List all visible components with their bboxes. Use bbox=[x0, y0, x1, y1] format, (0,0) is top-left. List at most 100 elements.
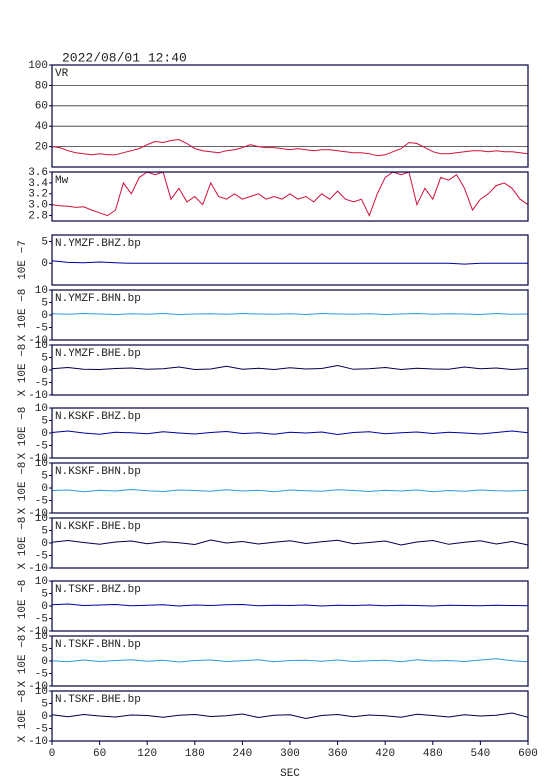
y-axis-label: X 10E −8 bbox=[17, 344, 29, 397]
panel-frame bbox=[51, 580, 529, 632]
panel-frame bbox=[51, 344, 529, 396]
x-tick-label: 300 bbox=[280, 748, 300, 760]
x-tick-label: 360 bbox=[328, 748, 348, 760]
trace bbox=[51, 712, 529, 720]
y-tick-label: 10 bbox=[35, 403, 48, 415]
y-tick-label: 5 bbox=[41, 297, 48, 309]
y-tick-label: 10 bbox=[35, 686, 48, 698]
y-tick-label: 0 bbox=[41, 711, 48, 723]
y-tick-label: -5 bbox=[35, 723, 48, 735]
y-tick-label: 0 bbox=[41, 483, 48, 495]
y-tick-label: 0 bbox=[41, 365, 48, 377]
trace-name: N.YMZF.BHZ.bp bbox=[55, 238, 141, 250]
y-tick-label: -10 bbox=[28, 626, 48, 638]
y-tick-label: 5 bbox=[41, 415, 48, 427]
y-tick-label: -10 bbox=[28, 508, 48, 520]
y-tick-label: -5 bbox=[35, 377, 48, 389]
y-tick-label: 2.8 bbox=[28, 210, 48, 222]
y-tick-label: 100 bbox=[28, 60, 48, 72]
trace-name: Mw bbox=[55, 175, 69, 187]
y-tick-label: -10 bbox=[28, 563, 48, 575]
y-tick-label: 3.0 bbox=[28, 200, 48, 212]
trace-name: N.KSKF.BHE.bp bbox=[55, 521, 141, 533]
panel-frame bbox=[51, 289, 529, 341]
trace bbox=[51, 430, 529, 436]
x-tick-label: 420 bbox=[375, 748, 395, 760]
y-tick-label: 3.4 bbox=[28, 178, 48, 190]
y-tick-label: 10 bbox=[35, 631, 48, 643]
y-tick-label: 10 bbox=[35, 576, 48, 588]
y-tick-label: -5 bbox=[35, 322, 48, 334]
y-axis-label: X 10E −8 bbox=[17, 690, 29, 743]
x-tick-label: 600 bbox=[518, 748, 538, 760]
trace-name: N.YMZF.BHE.bp bbox=[55, 348, 141, 360]
y-tick-label: -10 bbox=[28, 453, 48, 465]
trace bbox=[51, 658, 529, 663]
y-tick-label: 0 bbox=[41, 601, 48, 613]
trace-name: N.KSKF.BHN.bp bbox=[55, 466, 141, 478]
x-axis-label: SEC bbox=[280, 768, 300, 780]
y-tick-label: 3.6 bbox=[28, 167, 48, 179]
y-tick-label: 10 bbox=[35, 458, 48, 470]
y-tick-label: 5 bbox=[41, 352, 48, 364]
x-tick-label: 0 bbox=[49, 748, 56, 760]
y-axis-label: X 10E −8 bbox=[17, 407, 29, 460]
trace bbox=[51, 171, 529, 217]
y-tick-label: 5 bbox=[41, 470, 48, 482]
y-axis-label: X 10E −8 bbox=[17, 517, 29, 570]
panel-frame bbox=[51, 635, 529, 687]
x-tick-label: 480 bbox=[423, 748, 443, 760]
panel-frame bbox=[51, 234, 529, 286]
y-tick-label: 10 bbox=[35, 513, 48, 525]
y-tick-label: 20 bbox=[35, 142, 48, 154]
y-tick-label: 5 bbox=[41, 236, 48, 248]
trace-name: N.TSKF.BHE.bp bbox=[55, 694, 141, 706]
x-tick-label: 540 bbox=[470, 748, 490, 760]
trace-name: N.YMZF.BHN.bp bbox=[55, 293, 141, 305]
y-axis-label: 10E −7 bbox=[17, 240, 29, 280]
chart-title: 2022/08/01 12:40 bbox=[62, 50, 187, 65]
y-tick-label: 0 bbox=[41, 656, 48, 668]
y-tick-label: 0 bbox=[41, 258, 48, 270]
trace bbox=[51, 312, 529, 316]
panel-frame bbox=[51, 517, 529, 569]
y-tick-label: 60 bbox=[35, 101, 48, 113]
x-tick-label: 60 bbox=[93, 748, 106, 760]
y-axis-label: X 10E −8 bbox=[17, 289, 29, 342]
y-tick-label: 3.2 bbox=[28, 189, 48, 201]
trace-name: N.KSKF.BHZ.bp bbox=[55, 411, 141, 423]
y-tick-label: -5 bbox=[35, 668, 48, 680]
panel-frame bbox=[51, 462, 529, 514]
y-axis-label: X 10E −8 bbox=[17, 635, 29, 688]
y-tick-label: 5 bbox=[41, 588, 48, 600]
y-tick-label: 5 bbox=[41, 698, 48, 710]
trace bbox=[51, 539, 529, 546]
y-tick-label: 5 bbox=[41, 643, 48, 655]
trace bbox=[51, 260, 528, 265]
y-tick-label: -10 bbox=[28, 736, 48, 748]
trace bbox=[51, 488, 529, 493]
x-tick-label: 180 bbox=[185, 748, 205, 760]
y-tick-label: -5 bbox=[35, 495, 48, 507]
y-tick-label: 5 bbox=[41, 525, 48, 537]
y-tick-label: -10 bbox=[28, 390, 48, 402]
y-axis-label: X 10E −8 bbox=[17, 462, 29, 515]
y-tick-label: 0 bbox=[41, 538, 48, 550]
panel-frame bbox=[51, 171, 529, 222]
y-tick-label: -5 bbox=[35, 550, 48, 562]
y-tick-label: 80 bbox=[35, 80, 48, 92]
y-tick-label: 10 bbox=[35, 285, 48, 297]
x-tick-label: 240 bbox=[232, 748, 252, 760]
y-tick-label: -5 bbox=[35, 440, 48, 452]
y-tick-label: 10 bbox=[35, 340, 48, 352]
y-tick-label: 0 bbox=[41, 428, 48, 440]
trace bbox=[51, 603, 529, 607]
y-tick-label: -5 bbox=[35, 613, 48, 625]
y-tick-label: -10 bbox=[28, 335, 48, 347]
trace-name: N.TSKF.BHZ.bp bbox=[55, 584, 141, 596]
y-axis-label: X 10E −8 bbox=[17, 580, 29, 633]
panel-frame bbox=[51, 407, 529, 459]
trace bbox=[51, 138, 529, 157]
trace bbox=[51, 364, 529, 371]
